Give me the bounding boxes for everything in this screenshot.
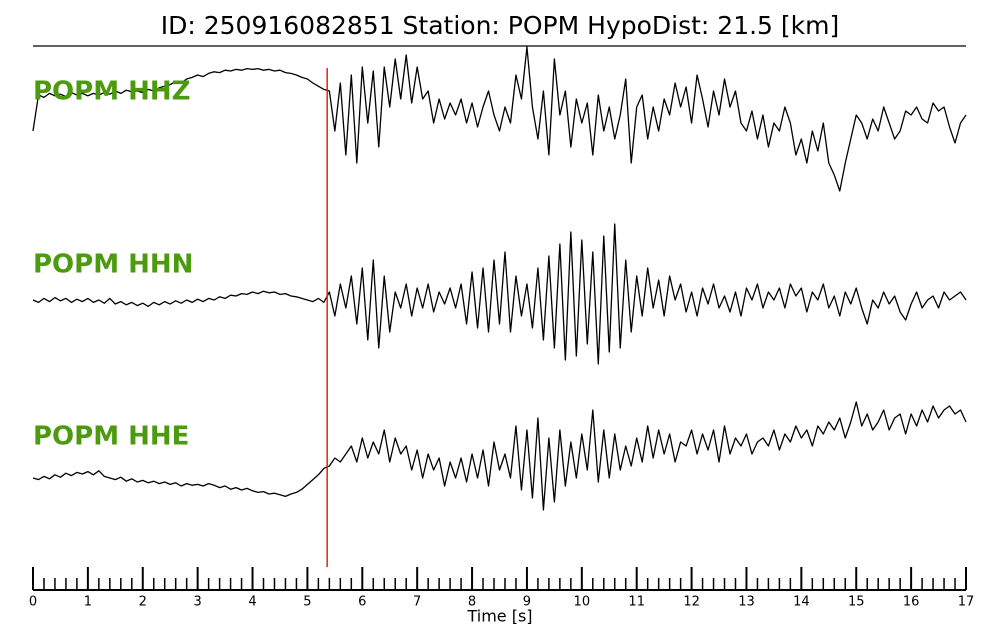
x-tick-label: 9 bbox=[523, 595, 531, 610]
trace-label: POPM HHZ bbox=[33, 77, 191, 107]
trace-label: POPM HHN bbox=[33, 250, 193, 280]
x-tick-label: 5 bbox=[303, 595, 311, 610]
x-tick-label: 7 bbox=[413, 595, 421, 610]
x-axis-label: Time [s] bbox=[466, 607, 532, 626]
x-tick-label: 6 bbox=[358, 595, 366, 610]
trace bbox=[32, 401, 967, 511]
x-tick-label: 17 bbox=[958, 595, 975, 610]
x-tick-label: 2 bbox=[139, 595, 147, 610]
x-tick-label: 10 bbox=[574, 595, 591, 610]
trace bbox=[32, 46, 967, 192]
x-tick-label: 12 bbox=[683, 595, 700, 610]
x-tick-label: 13 bbox=[738, 595, 755, 610]
trace-label: POPM HHE bbox=[33, 422, 189, 452]
x-tick-label: 1 bbox=[84, 595, 92, 610]
x-tick-label: 11 bbox=[628, 595, 645, 610]
chart-title: ID: 250916082851 Station: POPM HypoDist:… bbox=[161, 11, 840, 40]
x-tick-label: 3 bbox=[194, 595, 202, 610]
trace bbox=[32, 223, 967, 365]
x-tick-label: 14 bbox=[793, 595, 810, 610]
x-tick-label: 8 bbox=[468, 595, 476, 610]
x-tick-label: 16 bbox=[903, 595, 920, 610]
x-tick-label: 0 bbox=[29, 595, 37, 610]
x-tick-label: 4 bbox=[248, 595, 256, 610]
x-tick-label: 15 bbox=[848, 595, 865, 610]
